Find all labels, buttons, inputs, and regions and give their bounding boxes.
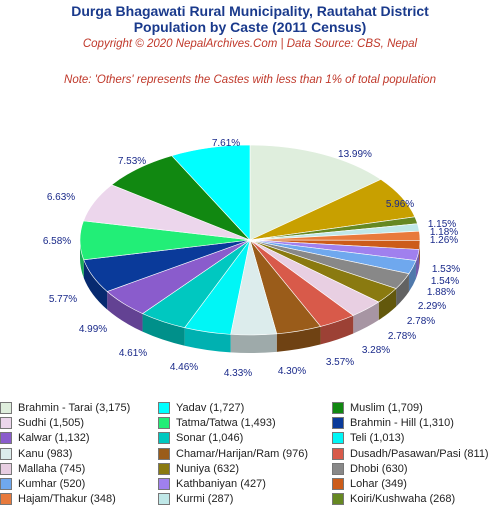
legend-swatch	[158, 478, 170, 490]
slice-percent-label: 3.28%	[362, 345, 390, 356]
legend-label: Hajam/Thakur (348)	[18, 493, 116, 505]
legend-swatch	[332, 493, 344, 505]
legend-swatch	[0, 402, 12, 414]
slice-percent-label: 4.46%	[170, 362, 198, 373]
slice-percent-label: 4.30%	[278, 366, 306, 377]
legend-swatch	[332, 463, 344, 475]
legend-swatch	[0, 493, 12, 505]
slice-percent-label: 5.96%	[386, 199, 414, 210]
legend-label: Kurmi (287)	[176, 493, 233, 505]
slice-percent-label: 1.53%	[432, 264, 460, 275]
legend-label: Kanu (983)	[18, 448, 72, 460]
legend-label: Dusadh/Pasawan/Pasi (811)	[350, 448, 489, 460]
legend-swatch	[0, 432, 12, 444]
legend-swatch	[332, 478, 344, 490]
legend-label: Brahmin - Hill (1,310)	[350, 417, 454, 429]
slice-percent-label: 1.88%	[427, 287, 455, 298]
slice-percent-label: 6.58%	[43, 236, 71, 247]
legend-label: Lohar (349)	[350, 478, 407, 490]
slice-percent-label: 2.29%	[418, 301, 446, 312]
legend-label: Koiri/Kushwaha (268)	[350, 493, 455, 505]
legend-label: Kumhar (520)	[18, 478, 85, 490]
slice-percent-label: 7.61%	[212, 138, 240, 149]
slice-percent-label: 5.77%	[49, 294, 77, 305]
slice-percent-label: 4.33%	[224, 368, 252, 379]
legend-swatch	[332, 448, 344, 460]
slice-percent-label: 1.26%	[430, 235, 458, 246]
legend-label: Muslim (1,709)	[350, 402, 423, 414]
legend-label: Sudhi (1,505)	[18, 417, 84, 429]
slice-percent-label: 6.63%	[47, 192, 75, 203]
legend-swatch	[158, 493, 170, 505]
legend-swatch	[158, 402, 170, 414]
legend-swatch	[158, 463, 170, 475]
slice-percent-label: 4.61%	[119, 348, 147, 359]
legend-label: Teli (1,013)	[350, 432, 404, 444]
legend-label: Brahmin - Tarai (3,175)	[18, 402, 130, 414]
legend-swatch	[0, 448, 12, 460]
legend-swatch	[0, 417, 12, 429]
legend-label: Kalwar (1,132)	[18, 432, 90, 444]
slice-percent-label: 1.54%	[431, 276, 459, 287]
legend-swatch	[332, 402, 344, 414]
legend-swatch	[332, 417, 344, 429]
legend-swatch	[332, 432, 344, 444]
legend-label: Nuniya (632)	[176, 463, 239, 475]
slice-percent-label: 4.99%	[79, 324, 107, 335]
legend-label: Tatma/Tatwa (1,493)	[176, 417, 276, 429]
slice-percent-label: 3.57%	[326, 357, 354, 368]
legend-swatch	[158, 448, 170, 460]
legend-label: Dhobi (630)	[350, 463, 407, 475]
slice-percent-label: 2.78%	[388, 331, 416, 342]
pie-side-13-0	[231, 334, 277, 353]
slice-percent-label: 7.53%	[118, 156, 146, 167]
slice-percent-label: 13.99%	[338, 149, 372, 160]
legend-swatch	[0, 463, 12, 475]
legend-swatch	[158, 432, 170, 444]
legend-label: Yadav (1,727)	[176, 402, 244, 414]
legend-label: Sonar (1,046)	[176, 432, 243, 444]
legend-label: Chamar/Harijan/Ram (976)	[176, 448, 308, 460]
legend-label: Mallaha (745)	[18, 463, 85, 475]
legend-swatch	[0, 478, 12, 490]
legend-swatch	[158, 417, 170, 429]
legend-label: Kathbaniyan (427)	[176, 478, 266, 490]
slice-percent-label: 2.78%	[407, 316, 435, 327]
